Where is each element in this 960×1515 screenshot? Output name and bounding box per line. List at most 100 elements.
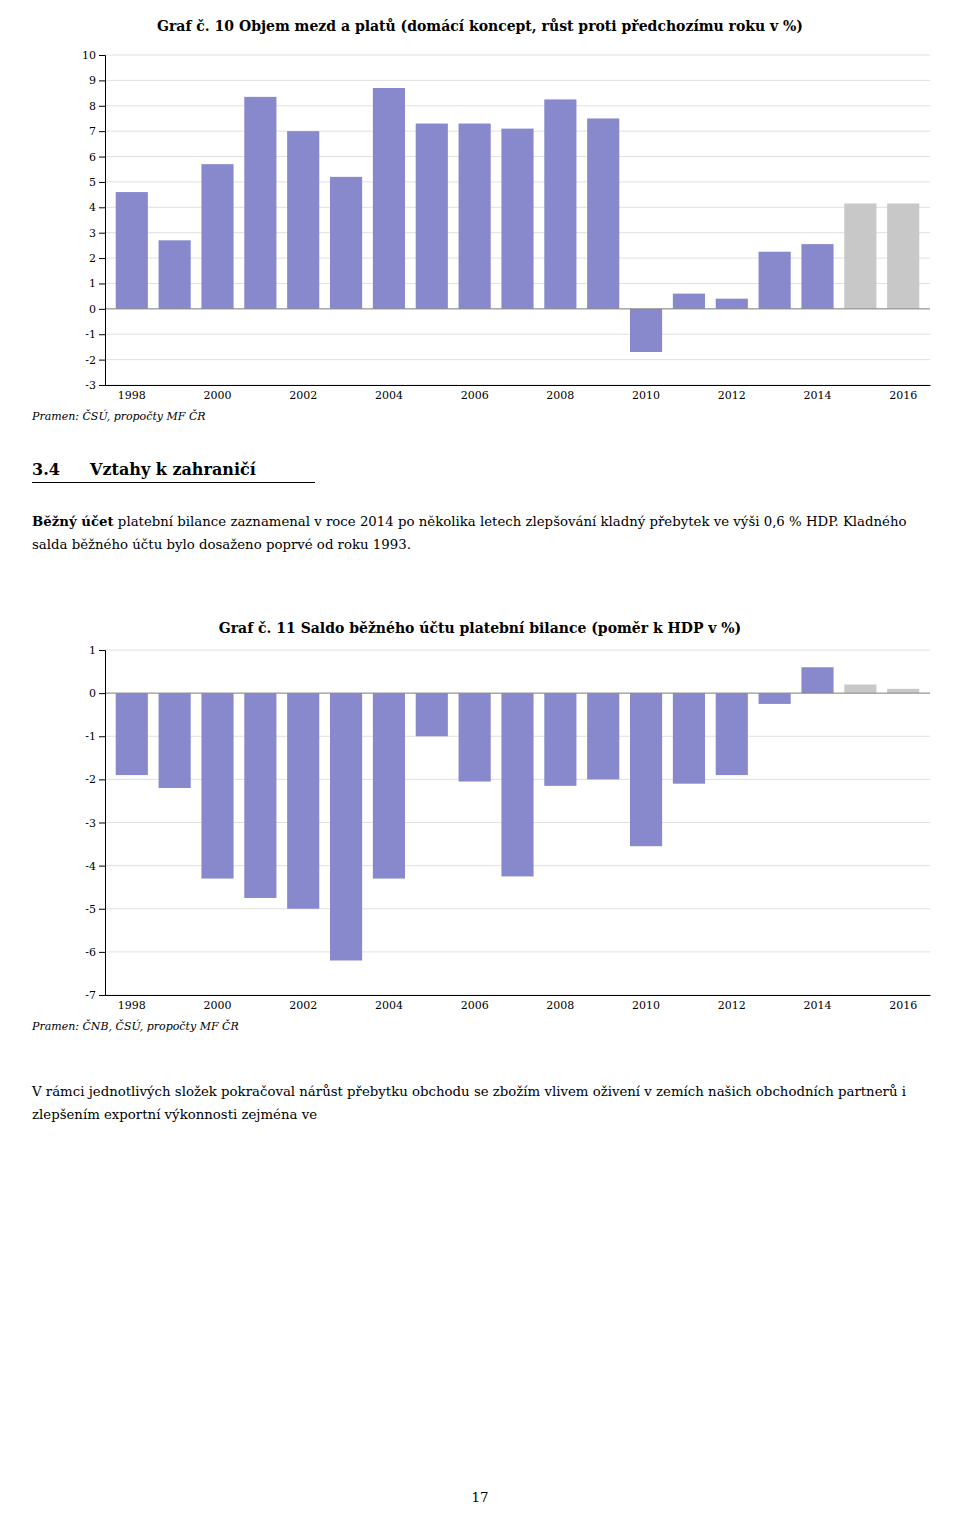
x-tick-label: 2014: [804, 999, 832, 1012]
axis-domain: [99, 651, 106, 996]
x-tick-label: 2014: [804, 389, 832, 402]
y-tick: -3: [85, 379, 105, 392]
grid-line: [105, 908, 930, 909]
y-tick: 5: [89, 176, 105, 189]
x-tick: 2002: [289, 995, 317, 1012]
y-tick-label: -5: [85, 903, 96, 916]
y-tick-label: -6: [85, 946, 96, 959]
bar: [673, 294, 705, 309]
x-tick-label: 2016: [889, 999, 917, 1012]
x-tick: 2004: [375, 385, 403, 402]
chart-svg: 1998 2000 2002 2004 2006 2008 2010 2012 2014 2016…: [0, 640, 960, 1025]
y-tick-label: 2: [89, 252, 96, 265]
y-tick: 2: [89, 252, 105, 265]
y-tick: -2: [85, 354, 105, 367]
tick-line: [99, 360, 105, 361]
x-tick-label: 2008: [546, 389, 574, 402]
paragraph: Běžný účet platební bilance zaznamenal v…: [32, 510, 928, 556]
y-tick-label: 5: [89, 176, 96, 189]
grid-line: [105, 385, 930, 386]
y-tick-label: -2: [85, 773, 96, 786]
bar: [801, 667, 833, 693]
tick-line: [99, 233, 105, 234]
tick-line: [99, 334, 105, 335]
bar: [159, 693, 191, 788]
x-tick-label: 2002: [289, 999, 317, 1012]
grid: [105, 650, 930, 995]
grid-line: [105, 995, 930, 996]
x-tick: 2014: [804, 995, 832, 1012]
chart-svg: 1998200020022004200620082010201220142016…: [0, 45, 960, 415]
x-tick-label: 2002: [289, 389, 317, 402]
x-tick-label: 2006: [461, 999, 489, 1012]
tick-line: [99, 823, 105, 824]
x-tick-label: 2004: [375, 999, 403, 1012]
tick-line: [99, 952, 105, 953]
x-tick: 2014: [804, 385, 832, 402]
bar: [716, 693, 748, 775]
grid-line: [105, 55, 930, 56]
tick-line: [99, 650, 105, 651]
tick-line: [99, 157, 105, 158]
y-tick-label: -2: [85, 354, 96, 367]
x-tick: 2002: [289, 385, 317, 402]
y-tick-label: 0: [89, 687, 96, 700]
x-tick: 1998: [118, 995, 146, 1012]
x-tick-label: 2008: [546, 999, 574, 1012]
bar: [330, 177, 362, 309]
paragraph-text: platební bilance zaznamenal v roce 2014 …: [32, 514, 907, 552]
zero-line: [105, 308, 930, 309]
grid-line: [105, 105, 930, 106]
axis-domain: [99, 56, 106, 386]
grid-line: [105, 334, 930, 335]
x-tick: 2006: [461, 995, 489, 1012]
grid-line: [105, 951, 930, 952]
y-tick-label: -4: [85, 860, 96, 873]
x-tick-label: 2012: [718, 999, 746, 1012]
source-note: Pramen: ČNB, ČSÚ, propočty MF ČR: [32, 1020, 239, 1033]
y-tick: 0: [89, 303, 105, 316]
y-tick: -1: [85, 328, 105, 341]
x-tick: 2010: [632, 995, 660, 1012]
y-tick: 10: [82, 49, 105, 62]
x-tick-label: 2004: [375, 389, 403, 402]
x-tick-label: 2006: [461, 389, 489, 402]
tick-line: [99, 207, 105, 208]
tick-line: [99, 258, 105, 259]
grid-line: [105, 359, 930, 360]
bar: [159, 240, 191, 309]
tick-line: [99, 995, 105, 996]
y-tick: 8: [89, 100, 105, 113]
x-tick-label: 2010: [632, 389, 660, 402]
x-tick: 2000: [204, 995, 232, 1012]
tick-line: [99, 182, 105, 183]
y-tick: -1: [85, 730, 105, 743]
y-tick: -5: [85, 903, 105, 916]
tick-line: [99, 283, 105, 284]
axis-domain: [106, 995, 931, 996]
bar: [887, 204, 919, 309]
x-tick-label: 2012: [718, 389, 746, 402]
x-tick: 1998: [118, 385, 146, 402]
bar: [501, 129, 533, 309]
tick-line: [99, 866, 105, 867]
tick-line: [99, 106, 105, 107]
y-tick-label: 8: [89, 100, 96, 113]
y-tick: 3: [89, 227, 105, 240]
bar: [416, 693, 448, 736]
y-tick-label: -3: [85, 379, 96, 392]
zero-line: [105, 693, 930, 694]
bar: [373, 693, 405, 878]
y-tick-label: 9: [89, 74, 96, 87]
x-axis: 1998 2000 2002 2004 2006 2008 2010 2012 2014 2016: [106, 995, 931, 1012]
x-tick: 2006: [461, 385, 489, 402]
bar: [844, 204, 876, 309]
bars: [116, 88, 920, 352]
tick-line: [99, 909, 105, 910]
y-tick-label: 6: [89, 151, 96, 164]
x-axis: 1998200020022004200620082010201220142016: [106, 385, 931, 402]
bar: [673, 693, 705, 784]
y-tick-label: 3: [89, 227, 96, 240]
y-tick: 7: [89, 125, 105, 138]
tick-line: [99, 385, 105, 386]
